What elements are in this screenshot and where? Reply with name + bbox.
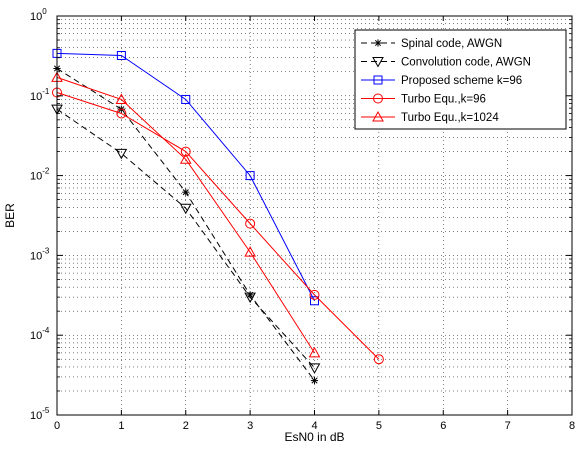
- data-point: [179, 203, 192, 215]
- y-tick-label: 10-2: [30, 167, 50, 183]
- series-line: [56, 108, 315, 369]
- data-point: [116, 108, 127, 119]
- series-5: [51, 71, 321, 358]
- x-tick-label: 5: [376, 420, 382, 432]
- legend-item: Spinal code, AWGN: [361, 38, 502, 50]
- legend-item: Turbo Equ.,k=1024: [361, 110, 499, 124]
- x-tick-label: 3: [247, 420, 253, 432]
- data-point: [115, 93, 128, 104]
- data-point: [179, 153, 192, 164]
- data-point: [180, 146, 191, 157]
- data-point: [115, 148, 128, 160]
- legend-label: Convolution code, AWGN: [401, 57, 531, 69]
- data-point: [309, 289, 320, 300]
- x-tick-label: 1: [118, 420, 124, 432]
- y-tick-label: 10-3: [30, 246, 50, 262]
- x-tick-label: 8: [569, 420, 575, 432]
- x-tick-label: 0: [54, 420, 60, 432]
- data-point: [310, 296, 319, 306]
- legend: Spinal code, AWGN Convolution code, AWGN P…: [354, 29, 567, 130]
- legend-item: Proposed scheme k=96: [361, 75, 522, 87]
- data-point: [181, 94, 191, 104]
- y-axis-label: BER: [3, 203, 17, 228]
- legend-marker: [374, 39, 382, 47]
- data-point: [308, 346, 321, 358]
- legend-label: Turbo Equ.,k=1024: [401, 112, 499, 124]
- series-line: [56, 52, 315, 302]
- legend-label: Turbo Equ.,k=96: [401, 94, 486, 106]
- x-tick-label: 6: [440, 420, 446, 432]
- legend-label: Proposed scheme k=96: [401, 75, 522, 87]
- legend-item: Turbo Equ.,k=96: [361, 93, 486, 106]
- y-tick-label: 100: [30, 7, 47, 23]
- legend-label: Spinal code, AWGN: [401, 38, 502, 50]
- series-4: [52, 87, 384, 365]
- series-3: [52, 48, 319, 306]
- data-point: [245, 171, 255, 181]
- x-tick-label: 4: [311, 420, 317, 432]
- y-tick-label: 10-5: [30, 406, 50, 422]
- legend-marker: [372, 57, 384, 68]
- x-axis-label: EsN0 in dB: [284, 430, 344, 444]
- legend-marker: [373, 93, 383, 104]
- data-point: [245, 218, 256, 229]
- data-point: [182, 188, 190, 196]
- x-tick-label: 7: [505, 420, 511, 432]
- y-tick-label: 10-4: [30, 326, 50, 342]
- data-point: [308, 363, 321, 374]
- legend-marker: [373, 75, 383, 85]
- data-point: [244, 246, 256, 257]
- axis-ticks: 0 1 2 3 4 5 6 7 8 10-5 10-4 10-3 10-2 10-1 100: [30, 7, 575, 432]
- series-line: [56, 92, 380, 360]
- x-tick-label: 2: [183, 420, 189, 432]
- legend-item: Convolution code, AWGN: [361, 57, 531, 69]
- data-point: [310, 376, 319, 385]
- legend-marker: [372, 110, 384, 122]
- data-point: [116, 50, 126, 60]
- y-tick-label: 10-1: [30, 87, 50, 103]
- series-line: [56, 76, 315, 354]
- data-point: [244, 292, 256, 304]
- series-1: [53, 64, 319, 385]
- data-point: [373, 354, 384, 365]
